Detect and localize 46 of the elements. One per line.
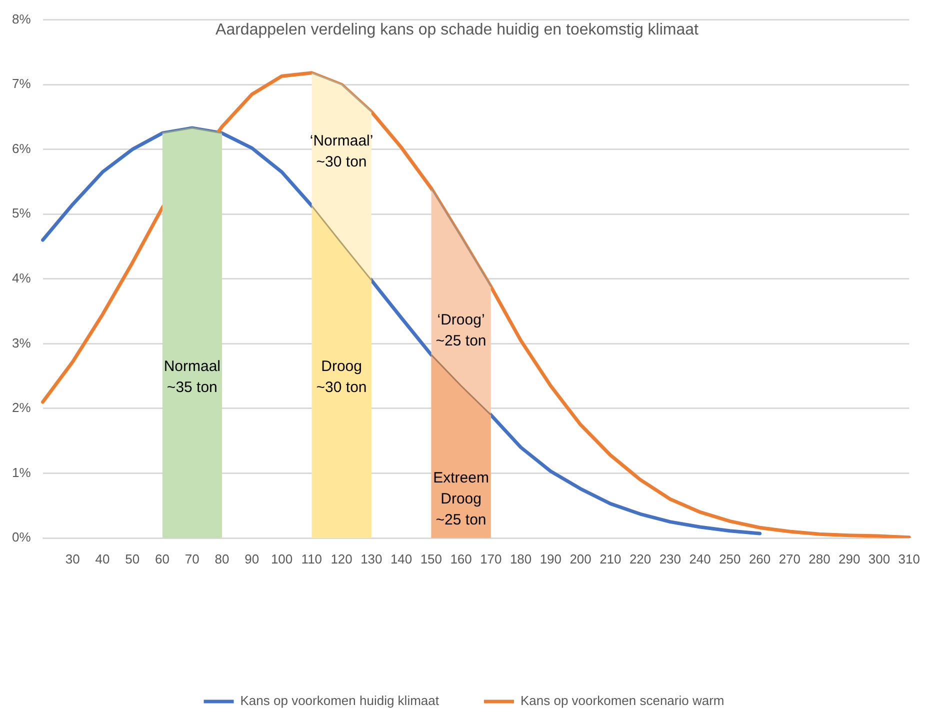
x-tick-label: 230 (659, 551, 682, 566)
x-tick-label: 150 (420, 551, 442, 566)
y-tick-label: 1% (12, 464, 32, 480)
x-tick-label: 70 (184, 551, 200, 566)
x-tick-label: 250 (719, 551, 741, 566)
x-tick-label: 310 (898, 551, 920, 566)
x-tick-label: 120 (330, 551, 352, 566)
annotation: ‘Normaal’ ~30 ton (310, 132, 374, 171)
x-tick-label: 50 (125, 551, 140, 566)
annotation: Droog ~30 ton (316, 358, 367, 396)
annotation: Extreem Droog ~25 ton (433, 469, 489, 528)
x-tick-label: 80 (214, 551, 230, 566)
y-tick-label: 5% (12, 206, 32, 221)
annotation: ‘Droog’ ~25 ton (436, 311, 486, 350)
x-tick-label: 60 (155, 551, 170, 566)
x-tick-label: 200 (570, 551, 592, 566)
x-tick-label: 140 (390, 551, 412, 566)
y-tick-label: 8% (12, 11, 32, 26)
y-tick-label: 0% (12, 530, 32, 545)
x-tick-label: 290 (838, 551, 860, 566)
x-tick-label: 280 (808, 551, 830, 566)
y-tick-label: 3% (12, 335, 32, 350)
y-tick-label: 2% (12, 400, 32, 416)
x-tick-label: 100 (270, 551, 293, 566)
y-tick-label: 7% (12, 76, 32, 92)
annotation: Normaal ~35 ton (164, 358, 221, 396)
x-tick-label: 270 (778, 551, 801, 566)
legend-label: Kans op voorkomen huidig klimaat (240, 693, 440, 708)
x-tick-label: 110 (301, 551, 322, 566)
x-tick-label: 210 (600, 551, 622, 566)
legend-label: Kans op voorkomen scenario warm (520, 693, 724, 708)
y-tick-label: 4% (12, 270, 32, 286)
x-tick-label: 30 (65, 551, 80, 566)
x-tick-label: 40 (95, 551, 110, 566)
x-tick-label: 260 (748, 551, 771, 566)
x-tick-label: 220 (629, 551, 652, 566)
x-tick-label: 180 (510, 551, 532, 566)
x-tick-label: 130 (360, 551, 382, 566)
x-tick-label: 300 (868, 551, 890, 566)
x-tick-label: 190 (540, 551, 562, 566)
x-tick-label: 90 (244, 551, 260, 566)
x-tick-label: 170 (480, 551, 502, 566)
y-tick-label: 6% (12, 140, 32, 156)
x-tick-label: 240 (689, 551, 711, 566)
chart-title: Aardappelen verdeling kans op schade huidig en toekomstig klimaat (216, 21, 700, 38)
x-tick-label: 160 (450, 551, 472, 566)
